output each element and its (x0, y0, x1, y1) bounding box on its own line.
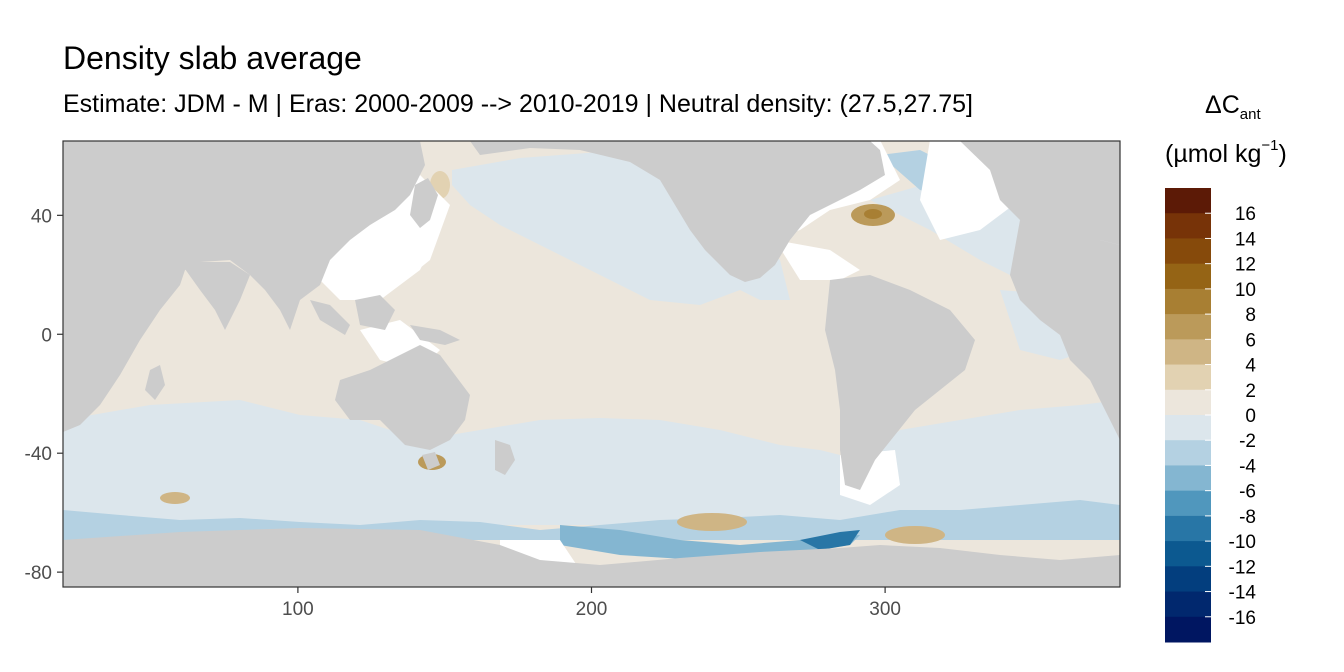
india-land (180, 262, 250, 330)
map-panel (63, 141, 1120, 587)
chart-subtitle: Estimate: JDM - M | Eras: 2000-2009 --> … (63, 90, 973, 118)
legend-swatch (1165, 188, 1211, 214)
legend-label: 8 (1245, 305, 1256, 326)
legend-swatch (1165, 541, 1211, 567)
uk-land (1040, 165, 1060, 195)
legend-swatch (1165, 389, 1211, 416)
legend-swatch (1165, 566, 1211, 593)
chart-title: Density slab average (63, 40, 362, 76)
legend-swatch (1165, 314, 1211, 340)
gulf-stream-core (864, 209, 882, 219)
north-america-land (470, 141, 885, 282)
new-guinea-land (410, 325, 460, 345)
weddell-positive-patch (885, 526, 945, 544)
borneo-land (355, 295, 395, 330)
indian-ocean-positive-patch (160, 492, 190, 504)
legend-label: -10 (1229, 532, 1256, 553)
legend-units-suffix: ) (1278, 140, 1286, 168)
legend-label: 6 (1245, 330, 1256, 351)
legend-label: -14 (1229, 583, 1257, 604)
legend-swatch (1165, 465, 1211, 492)
new-zealand-land (495, 440, 515, 475)
legend-swatch (1165, 263, 1211, 290)
legend-swatch (1165, 591, 1211, 618)
legend-label: -6 (1239, 482, 1256, 503)
legend-swatch (1165, 515, 1211, 542)
y-tick-label: 0 (41, 325, 52, 346)
land (63, 141, 1120, 587)
legend-labels: 16 14 12 10 8 6 4 2 0 -2 -4 -6 -8 -10 -12 -14 -16 (1205, 204, 1256, 629)
legend-swatch (1165, 213, 1211, 239)
y-tick-label: 40 (31, 206, 52, 227)
x-tick-label: 300 (869, 599, 901, 620)
legend-label: -8 (1239, 507, 1256, 528)
y-tick-label: -80 (25, 563, 52, 584)
legend-title-sub: ant (1240, 106, 1262, 123)
legend-swatch (1165, 364, 1211, 391)
japan-land (410, 178, 438, 228)
legend-label: 4 (1245, 356, 1256, 377)
legend-label: -12 (1229, 557, 1256, 578)
legend-swatch (1165, 440, 1211, 466)
eurasia-africa-land (63, 141, 425, 432)
south-america-land (825, 275, 975, 490)
legend-swatch (1165, 339, 1211, 366)
legend-swatch (1165, 238, 1211, 265)
madagascar-land (145, 365, 165, 400)
legend-units-sup: −1 (1261, 137, 1278, 154)
australia-land (335, 345, 470, 450)
legend-label: 10 (1235, 280, 1256, 301)
x-tick-label: 100 (282, 599, 314, 620)
x-tick-label: 200 (576, 599, 608, 620)
africa-land (1010, 220, 1120, 440)
legend-swatch (1165, 616, 1211, 643)
legend-units: (µmol kg−1) (1165, 137, 1287, 168)
greenland-europe-land (960, 141, 1120, 255)
legend-swatch (1165, 490, 1211, 517)
amundsen-dark-blue (800, 530, 860, 550)
y-tick-label: -40 (25, 444, 52, 465)
legend-units-prefix: (µmol kg (1165, 140, 1261, 168)
south-pacific-positive-patch (677, 513, 747, 531)
legend-title-main: ΔC (1205, 91, 1240, 119)
legend-label: -4 (1239, 456, 1256, 477)
legend-label: -16 (1229, 608, 1256, 629)
legend-label: -2 (1239, 431, 1256, 452)
legend-label: 12 (1235, 255, 1256, 276)
sumatra-land (310, 300, 350, 335)
legend-swatch (1165, 415, 1211, 441)
legend-swatch (1165, 288, 1211, 315)
legend-label: 14 (1235, 229, 1257, 250)
legend-label: 2 (1245, 381, 1256, 402)
legend-label: 0 (1245, 406, 1256, 427)
legend-title: ΔCant (1205, 91, 1261, 123)
legend-colorbar (1165, 188, 1211, 643)
tasmania-land (422, 452, 440, 470)
legend-label: 16 (1235, 204, 1256, 225)
legend: ΔCant (µmol kg−1) 16 14 12 10 8 6 4 2 0 -2 -4 -6 -8 -… (1165, 91, 1287, 643)
antarctica-land (63, 528, 1120, 587)
